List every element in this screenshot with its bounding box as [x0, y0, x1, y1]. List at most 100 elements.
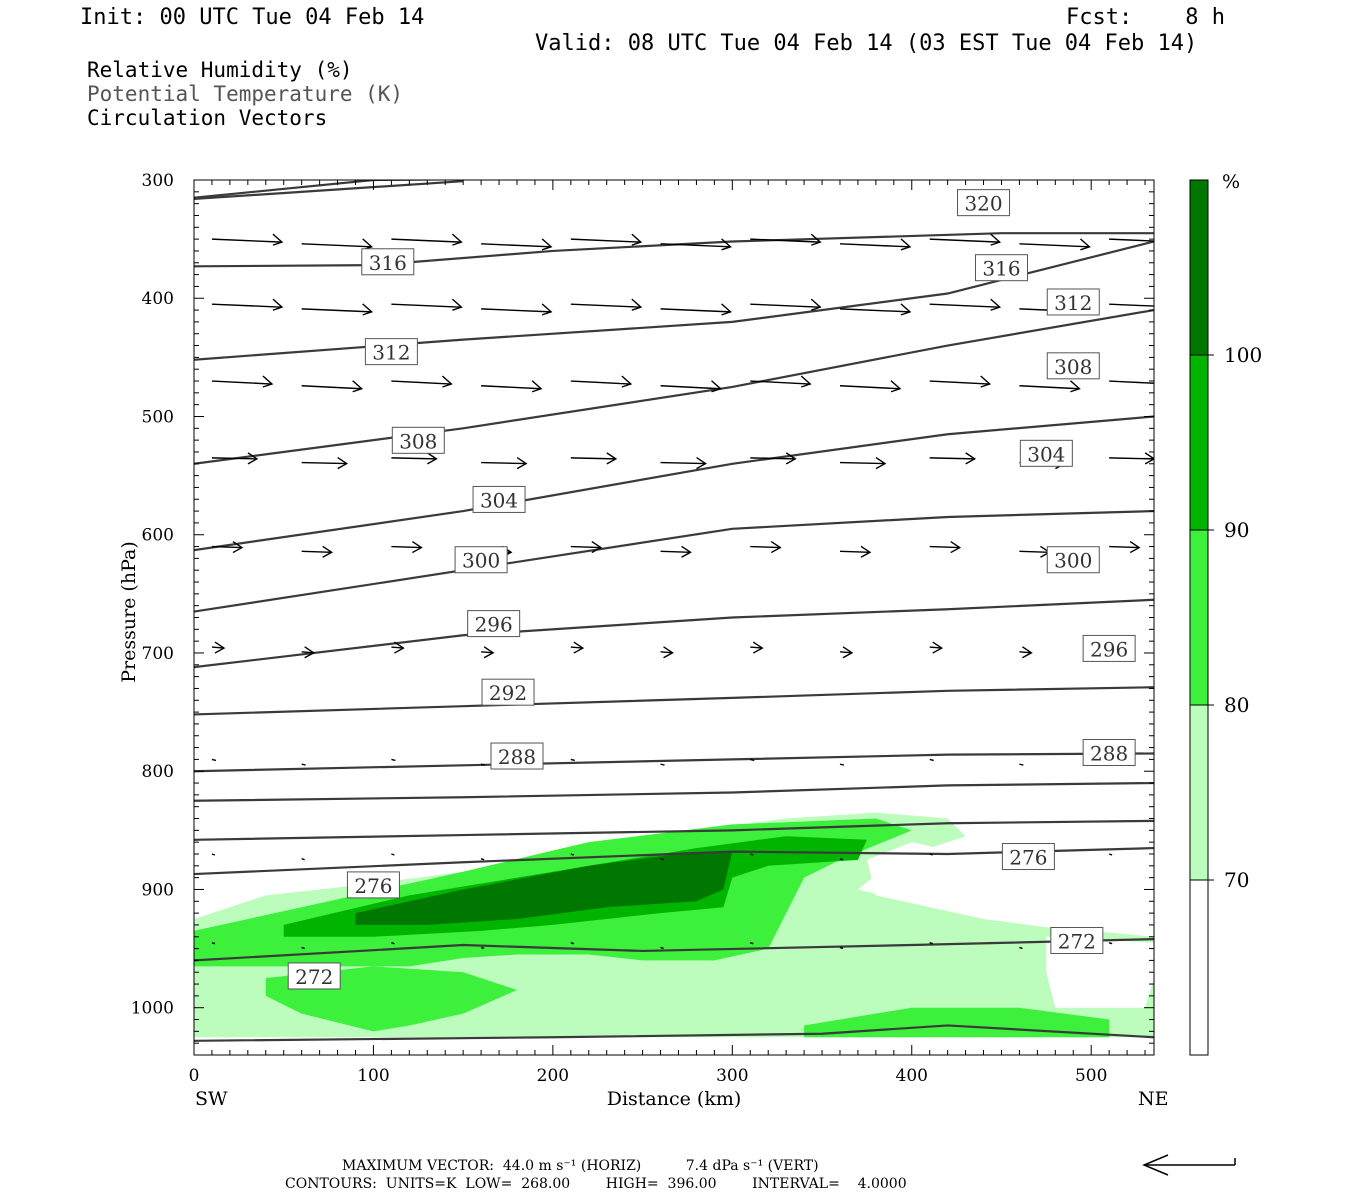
vector-arrowhead [1170, 299, 1179, 310]
theta-contour-300 [194, 509, 1154, 613]
colorbar-label: 90 [1224, 518, 1249, 542]
vector-arrow [839, 243, 911, 248]
vector-arrowhead [631, 298, 643, 311]
vector-arrow [1108, 942, 1113, 945]
y-tick-label: 300 [142, 171, 174, 191]
vector-arrowhead [770, 540, 782, 554]
vector-arrow [1019, 763, 1024, 766]
vector-arrow [660, 651, 673, 654]
vector-arrow [660, 243, 731, 248]
contour-label: 320 [964, 192, 1002, 216]
theta-contour-296 [194, 598, 1154, 669]
vector-arrowhead [322, 545, 334, 558]
x-tick-label: 400 [896, 1066, 928, 1086]
contour-label-box [454, 546, 508, 574]
contour-label: 308 [1054, 355, 1092, 379]
contour-label: 288 [498, 745, 536, 769]
vector-arrowhead [262, 375, 274, 388]
vector-arrowhead [247, 452, 259, 465]
vector-arrow [481, 461, 527, 465]
contour-label-box [957, 189, 1011, 217]
vector-arrow [1109, 303, 1154, 307]
vector-arrow [301, 385, 362, 390]
vector-arrow [929, 303, 1000, 308]
vector-arrow [929, 942, 933, 945]
contour-label: 300 [462, 549, 500, 573]
vector-arrow [929, 853, 933, 856]
vector-arrowhead [980, 375, 992, 388]
vector-arrow [1109, 380, 1154, 384]
vector-arrow [839, 651, 853, 654]
vector-arrow [1019, 651, 1032, 654]
vector-arrowhead [1170, 234, 1179, 245]
forecast-hour: Fcst: 8 h [1066, 5, 1225, 30]
legend-rh: Relative Humidity (%) [87, 58, 353, 82]
vector-arrow [480, 858, 485, 861]
vector-arrow [211, 457, 257, 460]
vector-arrowhead [721, 303, 732, 316]
vector-arrowhead [1022, 646, 1033, 659]
vector-arrow [660, 858, 664, 861]
vector-arrowhead [890, 380, 902, 393]
x-tick-label: 300 [716, 1066, 748, 1086]
vector-arrowhead [1160, 376, 1169, 387]
contour-label: 296 [475, 613, 513, 637]
vector-arrow [750, 457, 796, 460]
contour-label-box [361, 248, 415, 276]
contour-label-box [1046, 288, 1100, 316]
vector-arrow [570, 303, 641, 308]
vector-arrow [391, 646, 404, 649]
contour-label: 272 [1058, 929, 1096, 953]
vector-arrowhead [541, 238, 553, 251]
vector-arrow [839, 550, 871, 553]
x-axis: 0 100 200 300 400 500 [189, 180, 1146, 1086]
y-tick-label: 900 [142, 880, 174, 900]
colorbar-80-90 [1189, 529, 1209, 706]
y-tick-label: 700 [142, 644, 174, 664]
vector-arrow [301, 858, 305, 861]
x-tick-label: 100 [357, 1066, 389, 1086]
vector-arrowhead [721, 238, 732, 251]
vector-arrowhead [214, 641, 226, 654]
theta-contour-292 [194, 686, 1154, 716]
vector-arrowhead [696, 457, 707, 470]
x-right-label: NE [1138, 1088, 1169, 1110]
vector-arrowhead [441, 375, 453, 388]
vector-arrow [391, 238, 462, 243]
contour-label-box [974, 254, 1028, 282]
vector-arrow [211, 303, 282, 308]
vector-arrow [301, 763, 306, 766]
vector-arrowhead [860, 545, 872, 558]
vector-arrow [301, 550, 332, 553]
contour-label: 316 [369, 251, 407, 275]
contour-label-box [287, 962, 341, 990]
vector-arrow [570, 942, 575, 945]
theta-contour-268 [194, 1024, 1154, 1042]
reference-vector [1142, 1154, 1236, 1176]
vector-arrow [570, 238, 641, 243]
vector-arrow [570, 758, 575, 762]
vector-arrowhead [631, 233, 643, 246]
legend-vectors: Circulation Vectors [87, 106, 328, 130]
x-left-label: SW [195, 1088, 228, 1110]
vector-arrowhead [950, 540, 962, 554]
contour-label-box [1050, 926, 1104, 954]
vector-arrowhead [1079, 238, 1091, 251]
vector-arrow [391, 303, 462, 308]
vector-arrow [211, 380, 272, 385]
contour-label-box [1082, 634, 1136, 662]
vector-arrowhead [337, 457, 349, 470]
vector-arrow [750, 942, 754, 945]
theta-contour-320 [194, 180, 464, 201]
contour-label-box [346, 871, 400, 899]
rh-region-dry-low [1046, 936, 1154, 1008]
vector-arrow [1019, 550, 1050, 553]
footer-max-vector: MAXIMUM VECTOR: 44.0 m s⁻¹ (HORIZ) 7.4 d… [342, 1158, 819, 1174]
vector-arrowhead [621, 375, 633, 388]
vector-arrowhead [875, 457, 887, 470]
vector-arrow [750, 380, 811, 385]
contour-label: 316 [982, 257, 1020, 281]
vector-arrowhead [711, 380, 722, 393]
vector-arrowhead [451, 298, 463, 311]
contour-label-box [391, 426, 445, 454]
